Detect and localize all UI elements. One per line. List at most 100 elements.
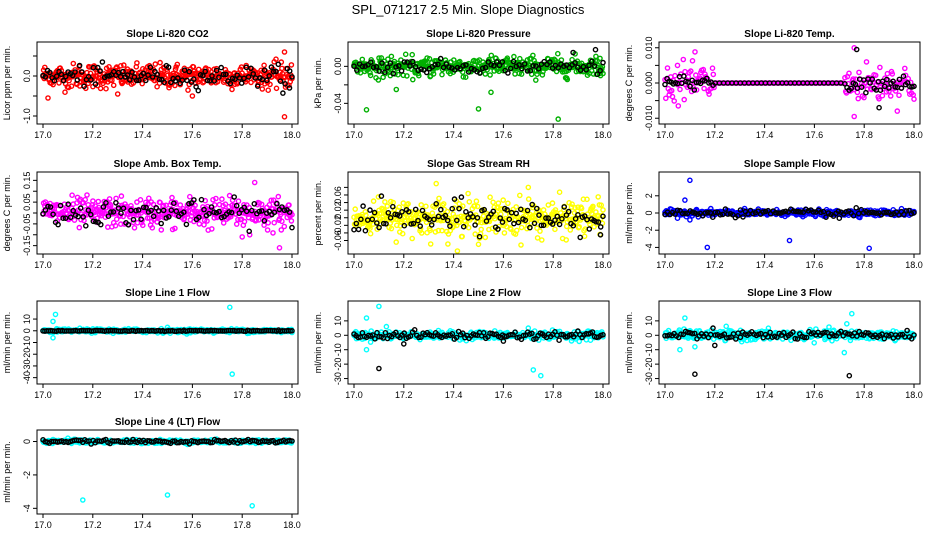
data-point-black xyxy=(781,329,787,336)
data-point-primary xyxy=(137,196,144,203)
data-point-black xyxy=(531,220,538,227)
data-point-black xyxy=(908,335,915,342)
panel-title: Slope Li-820 Temp. xyxy=(744,29,835,40)
data-point-black xyxy=(803,334,810,341)
data-point-primary xyxy=(563,237,570,243)
y-axis-label: kPa per min. xyxy=(313,58,323,109)
data-point-primary xyxy=(139,80,145,87)
x-tick-label: 17.2 xyxy=(706,390,724,400)
outlier-point-primary xyxy=(525,184,532,191)
panel-title: Slope Li-820 Pressure xyxy=(426,29,531,40)
data-point-primary xyxy=(427,227,433,234)
data-point-primary xyxy=(220,220,227,226)
data-point-primary xyxy=(889,71,896,77)
outlier-point-black xyxy=(712,342,718,349)
data-point-black xyxy=(129,69,135,75)
x-tick-label: 17.8 xyxy=(544,130,562,140)
data-point-black xyxy=(76,62,83,69)
outlier-point-black xyxy=(836,215,843,221)
y-tick-label: -20 xyxy=(644,358,654,371)
data-point-black xyxy=(865,210,872,216)
data-point-primary xyxy=(107,203,114,209)
outlier-point-primary xyxy=(674,62,681,69)
data-point-black xyxy=(549,221,556,227)
data-point-primary xyxy=(166,84,172,91)
y-tick-label: 0.010 xyxy=(644,36,654,59)
data-point-black xyxy=(499,219,506,225)
outlier-point-primary xyxy=(276,244,283,251)
data-point-primary xyxy=(672,72,678,79)
data-point-black xyxy=(395,63,402,69)
data-point-primary xyxy=(911,96,917,102)
outlier-point-black xyxy=(570,49,576,56)
data-point-primary xyxy=(259,86,266,92)
panel-title: Slope Amb. Box Temp. xyxy=(114,159,222,170)
data-point-black xyxy=(810,209,817,215)
x-tick-label: 17.0 xyxy=(345,260,363,270)
data-point-primary xyxy=(598,202,605,208)
x-tick-label: 17.6 xyxy=(806,130,824,140)
data-point-black xyxy=(888,211,895,218)
y-tick-label: 0.00 xyxy=(333,58,343,76)
data-point-primary xyxy=(701,85,707,92)
data-point-black xyxy=(499,59,506,65)
points-group xyxy=(351,303,606,379)
data-point-primary xyxy=(552,207,559,213)
data-point-primary xyxy=(863,59,870,65)
data-point-black xyxy=(512,329,518,336)
data-point-black xyxy=(60,215,66,221)
data-point-black xyxy=(289,224,295,231)
data-point-black xyxy=(504,207,510,213)
data-point-black xyxy=(472,332,479,338)
data-point-black xyxy=(62,215,69,221)
data-point-black xyxy=(600,331,606,338)
data-point-black xyxy=(60,77,67,84)
data-point-black xyxy=(418,66,424,72)
data-point-black xyxy=(140,70,147,77)
data-point-primary xyxy=(113,195,119,202)
data-point-black xyxy=(577,67,584,73)
data-point-black xyxy=(681,73,687,79)
points-group xyxy=(40,179,295,251)
data-point-black xyxy=(373,64,380,70)
data-point-black xyxy=(490,208,497,215)
data-point-black xyxy=(678,80,685,87)
data-point-black xyxy=(575,211,581,218)
outlier-point-primary xyxy=(844,320,850,327)
data-point-black xyxy=(456,205,462,212)
y-axis-label: ml/min per min. xyxy=(624,182,634,244)
data-point-black xyxy=(83,222,89,229)
data-point-primary xyxy=(117,212,124,219)
data-point-primary xyxy=(149,224,156,231)
data-point-black xyxy=(507,65,514,72)
data-point-black xyxy=(555,65,562,71)
data-point-black xyxy=(496,62,503,69)
outlier-point-primary xyxy=(898,205,905,212)
data-point-primary xyxy=(706,91,712,97)
data-point-primary xyxy=(459,203,466,209)
data-point-black xyxy=(710,325,716,331)
data-point-primary xyxy=(723,323,730,330)
data-point-black xyxy=(597,67,604,74)
data-point-black xyxy=(488,62,494,68)
data-point-black xyxy=(707,209,714,216)
data-point-black xyxy=(387,214,394,221)
data-point-black xyxy=(495,226,501,232)
outlier-point-primary xyxy=(363,315,370,321)
data-point-black xyxy=(538,222,545,229)
data-point-black xyxy=(173,208,180,214)
data-point-black xyxy=(79,69,85,75)
data-point-primary xyxy=(145,195,152,202)
data-point-primary xyxy=(668,87,675,94)
y-tick-label: 0.0 xyxy=(22,70,32,83)
y-tick-label: 0 xyxy=(333,333,343,338)
data-point-black xyxy=(261,217,268,224)
data-point-black xyxy=(158,220,164,227)
x-tick-label: 18.0 xyxy=(905,260,923,270)
outlier-point-primary xyxy=(363,107,370,113)
data-point-black xyxy=(863,329,869,336)
data-point-primary xyxy=(409,235,416,242)
data-point-black xyxy=(261,67,268,73)
